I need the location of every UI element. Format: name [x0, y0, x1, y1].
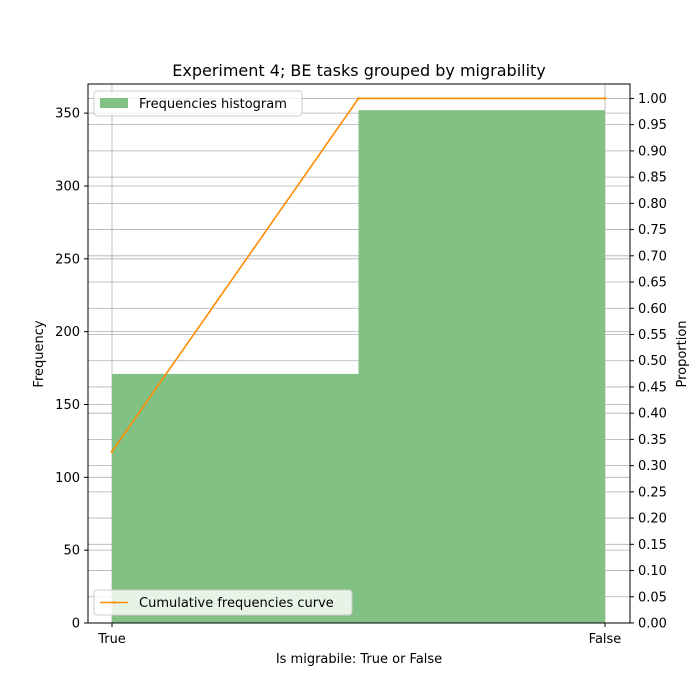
cumulative-point [603, 97, 607, 100]
plot-frame [87, 83, 631, 624]
histogram-bar [112, 373, 359, 623]
x-axis-title: Is migrabile: True or False [276, 652, 442, 667]
y2-tick-label: 0.75 [638, 223, 667, 238]
x-tick-label: False [589, 632, 622, 647]
y-tick-label: 150 [55, 398, 80, 413]
legend-cumulative-marker [112, 601, 116, 604]
legend-cumulative-label: Cumulative frequencies curve [139, 596, 334, 611]
y-tick-label: 350 [55, 107, 80, 122]
y-axis-title: Frequency [32, 320, 47, 387]
x-tick-label: True [97, 632, 126, 647]
y2-tick-label: 0.20 [638, 512, 667, 527]
y-tick-label: 0 [72, 617, 80, 632]
y2-tick-label: 0.15 [638, 538, 667, 553]
cumulative-point [357, 97, 360, 100]
y-tick-label: 300 [55, 179, 80, 194]
y-tick-label: 200 [55, 325, 80, 340]
legend-histogram-label: Frequencies histogram [139, 97, 287, 112]
y2-tick-label: 1.00 [638, 92, 667, 107]
y2-tick-label: 0.10 [638, 564, 667, 579]
legend-histogram-box [93, 90, 303, 117]
y2-tick-label: 0.05 [638, 590, 667, 605]
histogram-bars [112, 110, 605, 623]
y2-tick-label: 0.70 [638, 249, 667, 264]
y2-tick-label: 0.35 [638, 433, 667, 448]
y2-tick-label: 0.50 [638, 354, 667, 369]
histogram-bar [358, 110, 605, 623]
chart-title: Experiment 4; BE tasks grouped by migrab… [172, 61, 546, 80]
y2-tick-label: 0.95 [638, 118, 667, 133]
y2-tick-label: 0.40 [638, 407, 667, 422]
left-y-axis: 0 50 100 150 200 250 300 350 [55, 107, 88, 632]
y2-tick-label: 0.80 [638, 197, 667, 212]
y-tick-label: 50 [63, 544, 80, 559]
y2-tick-label: 0.60 [638, 302, 667, 317]
y2-tick-label: 0.25 [638, 485, 667, 500]
legend-cumulative: Cumulative frequencies curve [93, 589, 353, 616]
y2-tick-label: 0.65 [638, 276, 667, 291]
y2-tick-label: 0.30 [638, 459, 667, 474]
cumulative-curve [110, 97, 607, 453]
legend-histogram-swatch [100, 98, 128, 108]
y2-tick-label: 0.85 [638, 171, 667, 186]
legend-histogram: Frequencies histogram [93, 90, 303, 117]
y2-tick-label: 0.00 [638, 617, 667, 632]
y2-tick-label: 0.55 [638, 328, 667, 343]
y-tick-label: 100 [55, 471, 80, 486]
legend-cumulative-box [93, 589, 353, 616]
y2-tick-label: 0.90 [638, 144, 667, 159]
y2-tick-label: 0.45 [638, 380, 667, 395]
cumulative-point [110, 450, 114, 453]
x-axis: True False [97, 623, 621, 647]
right-y-axis: 0.00 0.05 0.10 0.15 0.20 0.25 0.30 0.35 0.40 0.45… [630, 92, 667, 632]
y-tick-label: 250 [55, 252, 80, 267]
y2-axis-title: Proportion [675, 320, 690, 387]
